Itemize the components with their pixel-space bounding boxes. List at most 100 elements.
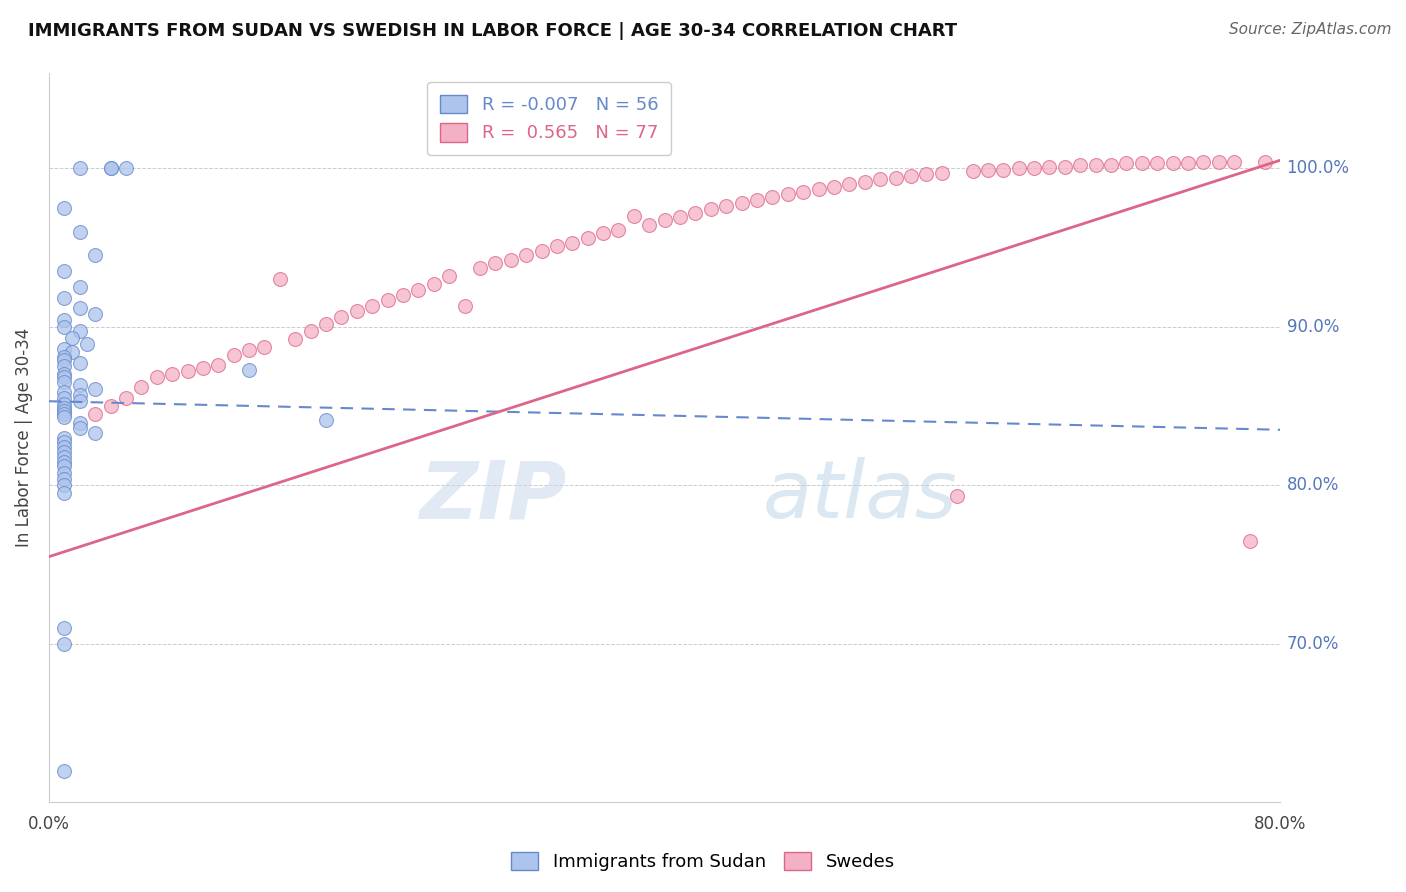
Point	[238, 343, 260, 358]
Point	[1208, 154, 1230, 169]
Point	[1084, 158, 1107, 172]
Point	[84, 425, 107, 440]
Point	[530, 244, 553, 258]
Point	[1177, 156, 1199, 170]
Point	[437, 268, 460, 283]
Point	[377, 293, 399, 307]
Text: 80.0%: 80.0%	[1286, 476, 1339, 494]
Text: 100.0%: 100.0%	[1286, 159, 1350, 178]
Point	[253, 340, 276, 354]
Text: 80.0%: 80.0%	[1254, 815, 1306, 833]
Point	[53, 353, 76, 368]
Point	[700, 202, 723, 217]
Point	[53, 401, 76, 415]
Point	[53, 621, 76, 635]
Point	[53, 359, 76, 374]
Point	[69, 325, 91, 339]
Point	[69, 225, 91, 239]
Point	[408, 283, 430, 297]
Text: 90.0%: 90.0%	[1286, 318, 1339, 335]
Point	[576, 231, 599, 245]
Point	[53, 445, 76, 459]
Point	[946, 489, 969, 503]
Point	[53, 403, 76, 417]
Point	[884, 170, 907, 185]
Legend: R = -0.007   N = 56, R =  0.565   N = 77: R = -0.007 N = 56, R = 0.565 N = 77	[427, 82, 671, 155]
Point	[1161, 156, 1184, 170]
Point	[191, 360, 214, 375]
Point	[131, 380, 153, 394]
Point	[1239, 533, 1261, 548]
Point	[53, 370, 76, 384]
Point	[915, 168, 938, 182]
Point	[423, 277, 446, 291]
Y-axis label: In Labor Force | Age 30-34: In Labor Force | Age 30-34	[15, 328, 32, 548]
Point	[69, 394, 91, 409]
Point	[730, 196, 752, 211]
Text: 0.0%: 0.0%	[28, 815, 70, 833]
Point	[69, 417, 91, 431]
Text: atlas: atlas	[763, 457, 957, 535]
Point	[654, 213, 676, 227]
Point	[53, 435, 76, 450]
Point	[546, 239, 568, 253]
Point	[160, 368, 183, 382]
Point	[84, 248, 107, 262]
Point	[53, 410, 76, 425]
Point	[53, 486, 76, 500]
Point	[84, 307, 107, 321]
Point	[100, 161, 122, 175]
Point	[284, 332, 307, 346]
Point	[807, 182, 830, 196]
Point	[1254, 154, 1277, 169]
Point	[299, 325, 322, 339]
Point	[69, 280, 91, 294]
Point	[869, 172, 891, 186]
Point	[623, 209, 645, 223]
Point	[53, 391, 76, 405]
Point	[53, 431, 76, 445]
Point	[84, 382, 107, 396]
Point	[669, 211, 692, 225]
Point	[53, 368, 76, 382]
Point	[53, 264, 76, 278]
Point	[238, 362, 260, 376]
Point	[53, 637, 76, 651]
Point	[53, 201, 76, 215]
Point	[53, 466, 76, 480]
Point	[69, 388, 91, 402]
Point	[69, 421, 91, 435]
Point	[53, 313, 76, 327]
Text: IMMIGRANTS FROM SUDAN VS SWEDISH IN LABOR FORCE | AGE 30-34 CORRELATION CHART: IMMIGRANTS FROM SUDAN VS SWEDISH IN LABO…	[28, 22, 957, 40]
Point	[53, 384, 76, 399]
Point	[499, 253, 522, 268]
Point	[962, 164, 984, 178]
Point	[145, 370, 167, 384]
Point	[69, 161, 91, 175]
Point	[468, 260, 491, 275]
Point	[53, 450, 76, 464]
Point	[346, 303, 368, 318]
Legend: Immigrants from Sudan, Swedes: Immigrants from Sudan, Swedes	[505, 845, 901, 879]
Point	[53, 764, 76, 778]
Point	[1192, 154, 1215, 169]
Point	[361, 299, 384, 313]
Point	[53, 291, 76, 305]
Point	[900, 169, 922, 183]
Text: Source: ZipAtlas.com: Source: ZipAtlas.com	[1229, 22, 1392, 37]
Point	[69, 301, 91, 315]
Point	[69, 356, 91, 370]
Point	[84, 407, 107, 421]
Point	[1038, 160, 1060, 174]
Point	[607, 223, 630, 237]
Text: ZIP: ZIP	[419, 457, 567, 535]
Point	[60, 345, 83, 359]
Point	[330, 310, 353, 325]
Point	[53, 397, 76, 411]
Point	[207, 358, 229, 372]
Point	[176, 364, 198, 378]
Text: 70.0%: 70.0%	[1286, 635, 1339, 653]
Point	[115, 161, 138, 175]
Point	[1053, 160, 1076, 174]
Point	[315, 413, 337, 427]
